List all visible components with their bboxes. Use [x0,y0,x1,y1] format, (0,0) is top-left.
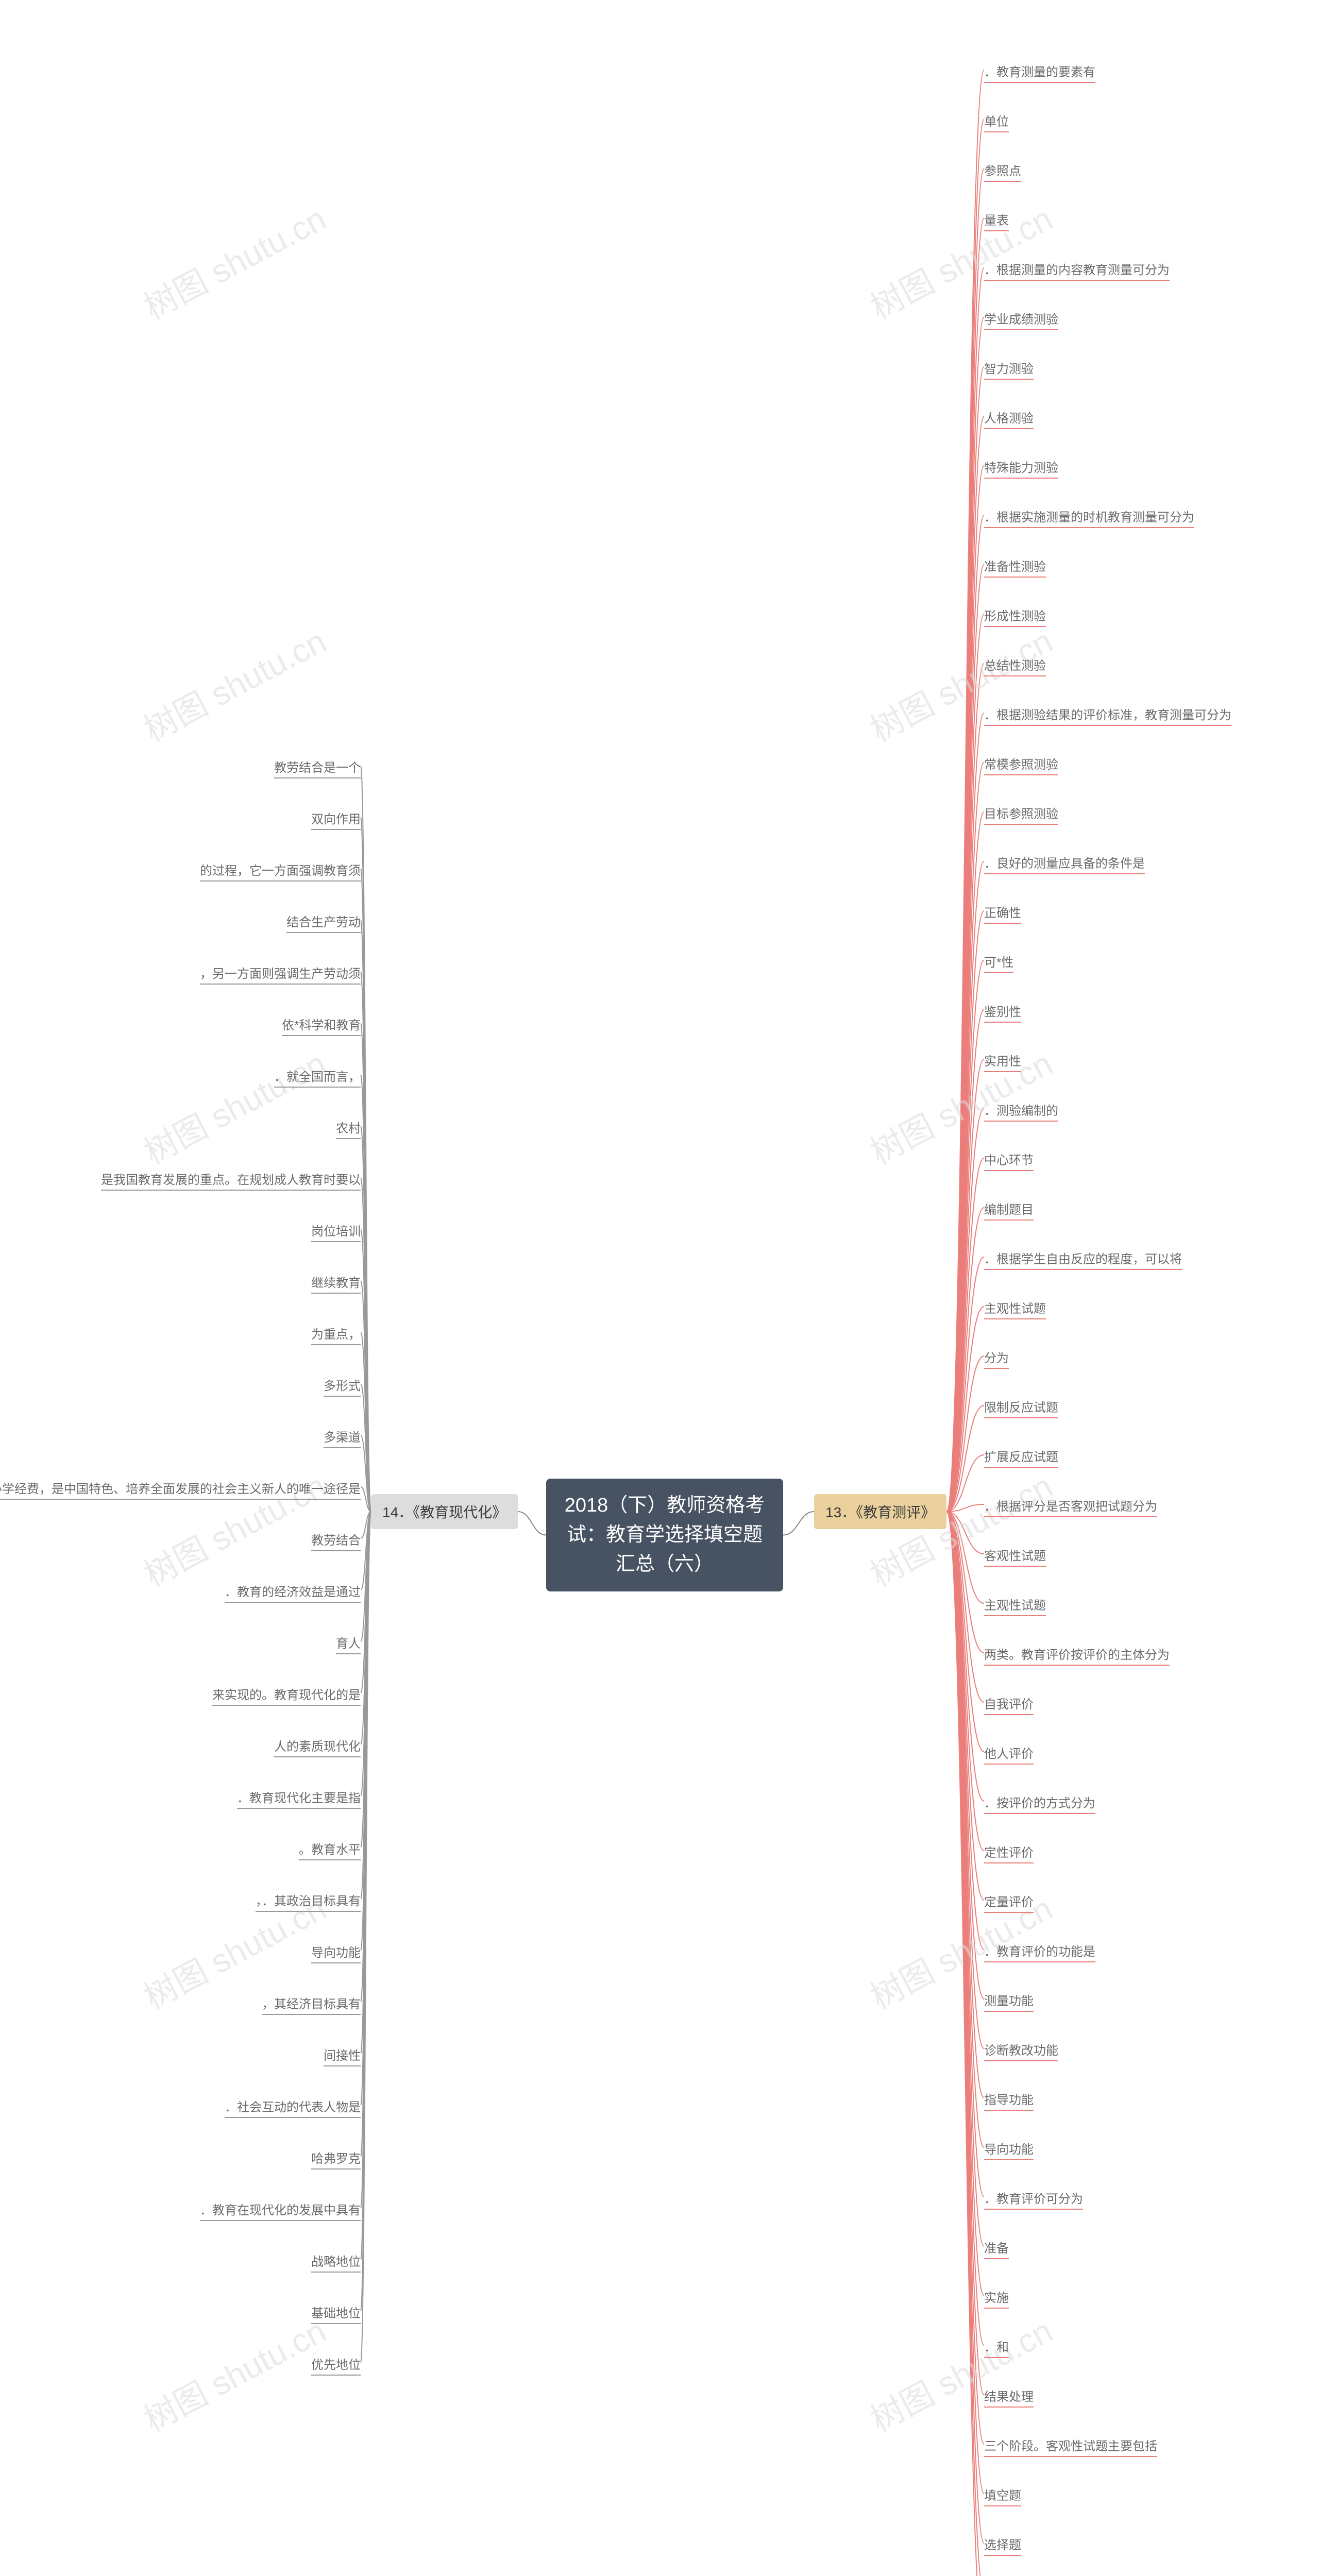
leaf-right: ．按评价的方式分为 [984,1793,1095,1813]
leaf-right: 三个阶段。客观性试题主要包括 [984,2436,1157,2456]
leaf-right: 客观性试题 [984,1546,1046,1566]
leaf-left: 继续教育 [311,1273,361,1293]
leaf-left: ．社会互动的代表人物是 [225,2097,361,2117]
leaf-left: ，另一方面则强调生产劳动须 [200,963,361,984]
leaf-left: 优先地位 [311,2354,361,2375]
branch-right: 13．《教育测评》 [814,1494,946,1529]
leaf-right: 中心环节 [984,1150,1034,1170]
leaf-left: ．教育现代化主要是指 [237,1788,361,1808]
leaf-left: 结合生产劳动 [286,912,361,932]
leaf-left: 农村 [336,1118,361,1138]
watermark: 树图 shutu.cn [861,2305,1060,2441]
leaf-left: 人的素质现代化 [274,1736,361,1756]
leaf-left: 岗位培训 [311,1221,361,1241]
leaf-right: 单位 [984,111,1009,131]
leaf-right: 定量评价 [984,1892,1034,1912]
leaf-right: 导向功能 [984,2139,1034,2159]
leaf-right: ．根据评分是否客观把试题分为 [984,1496,1157,1516]
leaf-left: 基础地位 [311,2303,361,2323]
watermark: 树图 shutu.cn [134,1038,333,1173]
leaf-right: 目标参照测验 [984,804,1058,824]
leaf-right: 两类。教育评价按评价的主体分为 [984,1645,1170,1665]
leaf-left: ．教育的经济效益是通过 [225,1582,361,1602]
leaf-right: 主观性试题 [984,1298,1046,1318]
leaf-left: 教劳结合 [311,1530,361,1550]
leaf-left: 是我国教育发展的重点。在规划成人教育时要以 [101,1170,361,1190]
leaf-left: ，其经济目标具有 [262,1994,361,2014]
leaf-left: 。教育水平 [299,1839,361,1859]
leaf-right: 正确性 [984,903,1021,923]
root-node: 2018（下）教师资格考试：教育学选择填空题汇总（六） [546,1479,783,1591]
branch-left: 14．《教育现代化》 [371,1494,518,1529]
watermark: 树图 shutu.cn [134,193,333,328]
leaf-left: 依*科学和教育 [282,1015,361,1035]
leaf-right: ．根据实施测量的时机教育测量可分为 [984,507,1194,527]
leaf-right: ．良好的测量应具备的条件是 [984,853,1145,873]
leaf-left: ．就全国而言， [274,1066,361,1087]
connectors-layer [0,0,1319,2576]
leaf-right: 他人评价 [984,1743,1034,1764]
leaf-right: ．教育测量的要素有 [984,62,1095,82]
leaf-right: 限制反应试题 [984,1397,1058,1417]
leaf-right: 填空题 [984,2485,1021,2505]
leaf-right: 可*性 [984,952,1013,972]
leaf-right: 常模参照测验 [984,754,1058,774]
leaf-right: 特殊能力测验 [984,457,1058,478]
leaf-left: 教劳结合是一个 [274,757,361,777]
leaf-left: 筹措教育办学经费，是中国特色、培养全面发展的社会主义新人的唯一途径是 [0,1479,361,1499]
leaf-left: 导向功能 [311,1942,361,1962]
leaf-right: 诊断教改功能 [984,2040,1058,2060]
leaf-right: 定性评价 [984,1842,1034,1862]
leaf-right: 总结性测验 [984,655,1046,675]
leaf-right: 人格测验 [984,408,1034,428]
leaf-right: ．根据测验结果的评价标准，教育测量可分为 [984,705,1231,725]
leaf-right: 准备性测验 [984,556,1046,577]
leaf-left: 多形式 [324,1376,361,1396]
leaf-right: ．教育评价的功能是 [984,1941,1095,1961]
watermark: 树图 shutu.cn [861,615,1060,751]
leaf-right: 鉴别性 [984,1002,1021,1022]
leaf-right: 参照点 [984,161,1021,181]
leaf-right: 量表 [984,210,1009,230]
leaf-right: 编制题目 [984,1199,1034,1219]
leaf-right: 选择题 [984,2535,1021,2555]
leaf-left: 的过程，它一方面强调教育须 [200,860,361,880]
leaf-right: 结果处理 [984,2386,1034,2406]
leaf-left: 为重点， [311,1324,361,1344]
leaf-left: ．教育在现代化的发展中具有 [200,2200,361,2220]
leaf-right: 实用性 [984,1051,1021,1071]
leaf-right: ．根据测量的内容教育测量可分为 [984,260,1170,280]
leaf-left: 哈弗罗克 [311,2148,361,2168]
leaf-right: 指导功能 [984,2090,1034,2110]
leaf-right: 准备 [984,2238,1009,2258]
leaf-right: 自我评价 [984,1694,1034,1714]
leaf-left: 双向作用 [311,809,361,829]
leaf-right: 主观性试题 [984,1595,1046,1615]
leaf-right: 实施 [984,2287,1009,2308]
watermark: 树图 shutu.cn [134,2305,333,2441]
leaf-right: 智力测验 [984,359,1034,379]
leaf-right: ．教育评价可分为 [984,2189,1083,2209]
leaf-right: ．和 [984,2337,1009,2357]
leaf-left: 育人 [336,1633,361,1653]
leaf-right: 扩展反应试题 [984,1447,1058,1467]
leaf-left: 间接性 [324,2045,361,2065]
watermark: 树图 shutu.cn [134,615,333,751]
leaf-right: 形成性测验 [984,606,1046,626]
leaf-left: 来实现的。教育现代化的是 [212,1685,361,1705]
leaf-right: ．根据学生自由反应的程度，可以将 [984,1249,1182,1269]
leaf-right: 学业成绩测验 [984,309,1058,329]
leaf-right: ．测验编制的 [984,1100,1058,1121]
leaf-left: 多渠道 [324,1427,361,1447]
leaf-left: 战略地位 [311,2251,361,2272]
leaf-left: ，．其政治目标具有 [256,1891,361,1911]
leaf-right: 测量功能 [984,1991,1034,2011]
leaf-right: 分为 [984,1348,1009,1368]
